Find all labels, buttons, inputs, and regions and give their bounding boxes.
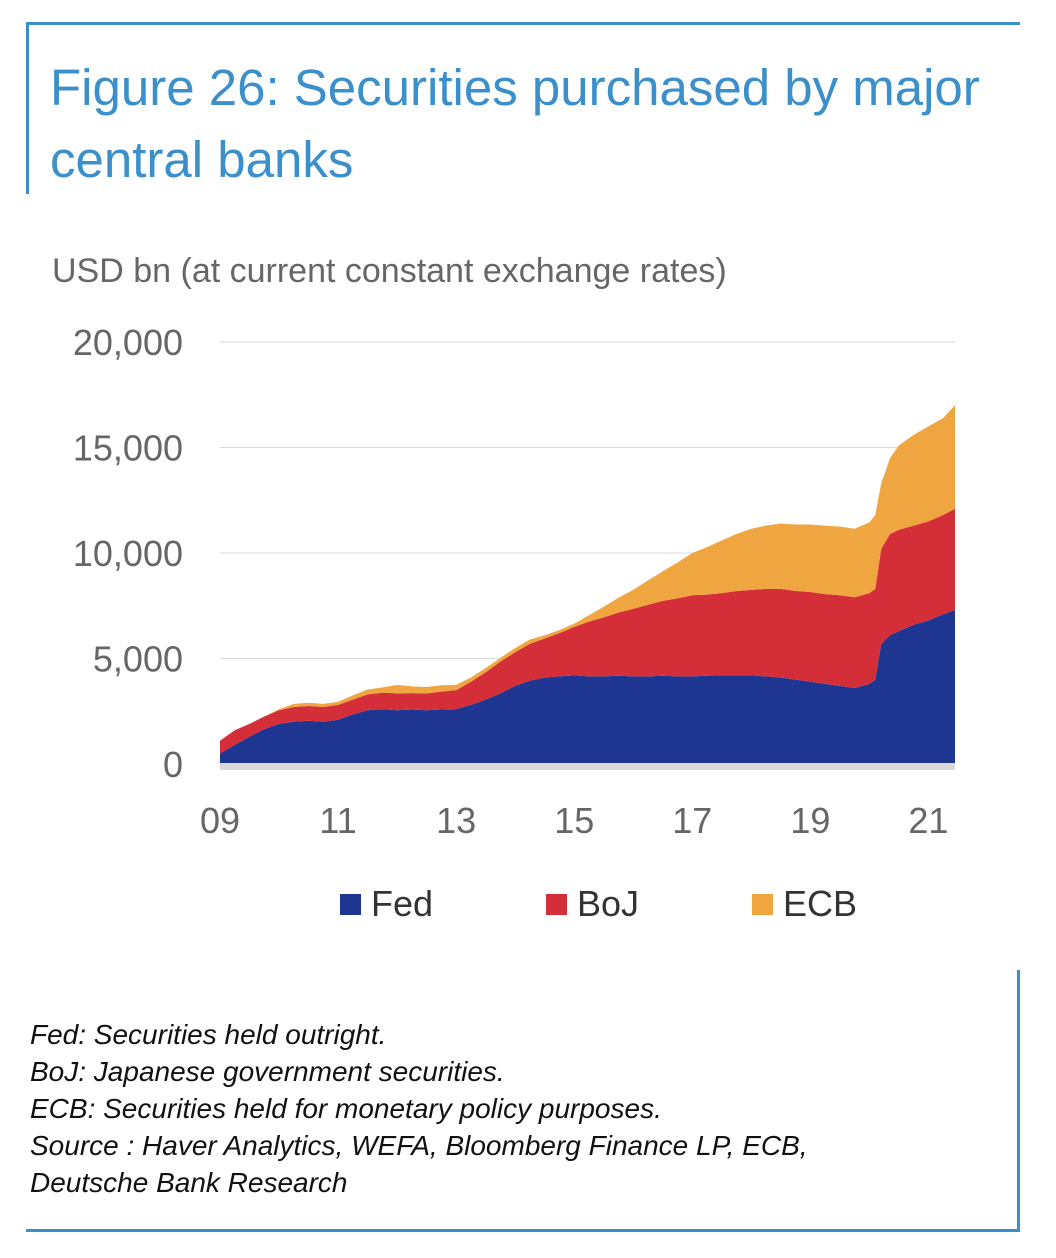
legend-swatch-fed bbox=[340, 894, 361, 915]
series-area-ecb bbox=[220, 405, 955, 741]
legend-swatch-ecb bbox=[752, 894, 773, 915]
y-tick-label: 5,000 bbox=[93, 639, 183, 680]
y-tick-label: 10,000 bbox=[73, 533, 183, 574]
x-tick-label: 19 bbox=[790, 800, 830, 841]
x-tick-label: 11 bbox=[319, 800, 356, 841]
figure-title: Figure 26: Securities purchased by major… bbox=[50, 59, 980, 188]
stacked-area-chart: 0 5,000 10,000 15,000 20,000 09 11 13 15 17 19 21 Fe… bbox=[73, 322, 955, 924]
note-line: BoJ: Japanese government securities. bbox=[30, 1056, 505, 1087]
x-tick-label: 09 bbox=[200, 800, 240, 841]
frame-right-rule bbox=[1017, 970, 1020, 1232]
legend-label-fed: Fed bbox=[371, 883, 433, 924]
note-line: Deutsche Bank Research bbox=[30, 1167, 348, 1198]
series-area-fed bbox=[220, 609, 955, 764]
x-tick-label: 13 bbox=[436, 800, 476, 841]
x-tick-label: 21 bbox=[908, 800, 948, 841]
unit-label: USD bn (at current constant exchange rat… bbox=[52, 252, 727, 290]
legend-label-boj: BoJ bbox=[577, 883, 639, 924]
y-tick-label: 0 bbox=[163, 744, 183, 785]
x-axis-line bbox=[220, 763, 955, 770]
x-tick-label: 15 bbox=[554, 800, 594, 841]
note-line: Fed: Securities held outright. bbox=[30, 1019, 387, 1050]
legend-swatch-boj bbox=[546, 894, 567, 915]
footnotes: Fed: Securities held outright. BoJ: Japa… bbox=[30, 1016, 808, 1201]
y-tick-label: 20,000 bbox=[73, 322, 183, 363]
note-line: ECB: Securities held for monetary policy… bbox=[30, 1093, 662, 1124]
y-tick-label: 15,000 bbox=[73, 428, 183, 469]
legend-label-ecb: ECB bbox=[783, 883, 857, 924]
frame-left-rule bbox=[26, 22, 29, 194]
frame-top-rule bbox=[26, 22, 1020, 25]
frame-bottom-rule bbox=[26, 1229, 1020, 1232]
series-area-boj bbox=[220, 508, 955, 754]
note-line: Source : Haver Analytics, WEFA, Bloomber… bbox=[30, 1130, 808, 1161]
x-tick-label: 17 bbox=[672, 800, 712, 841]
